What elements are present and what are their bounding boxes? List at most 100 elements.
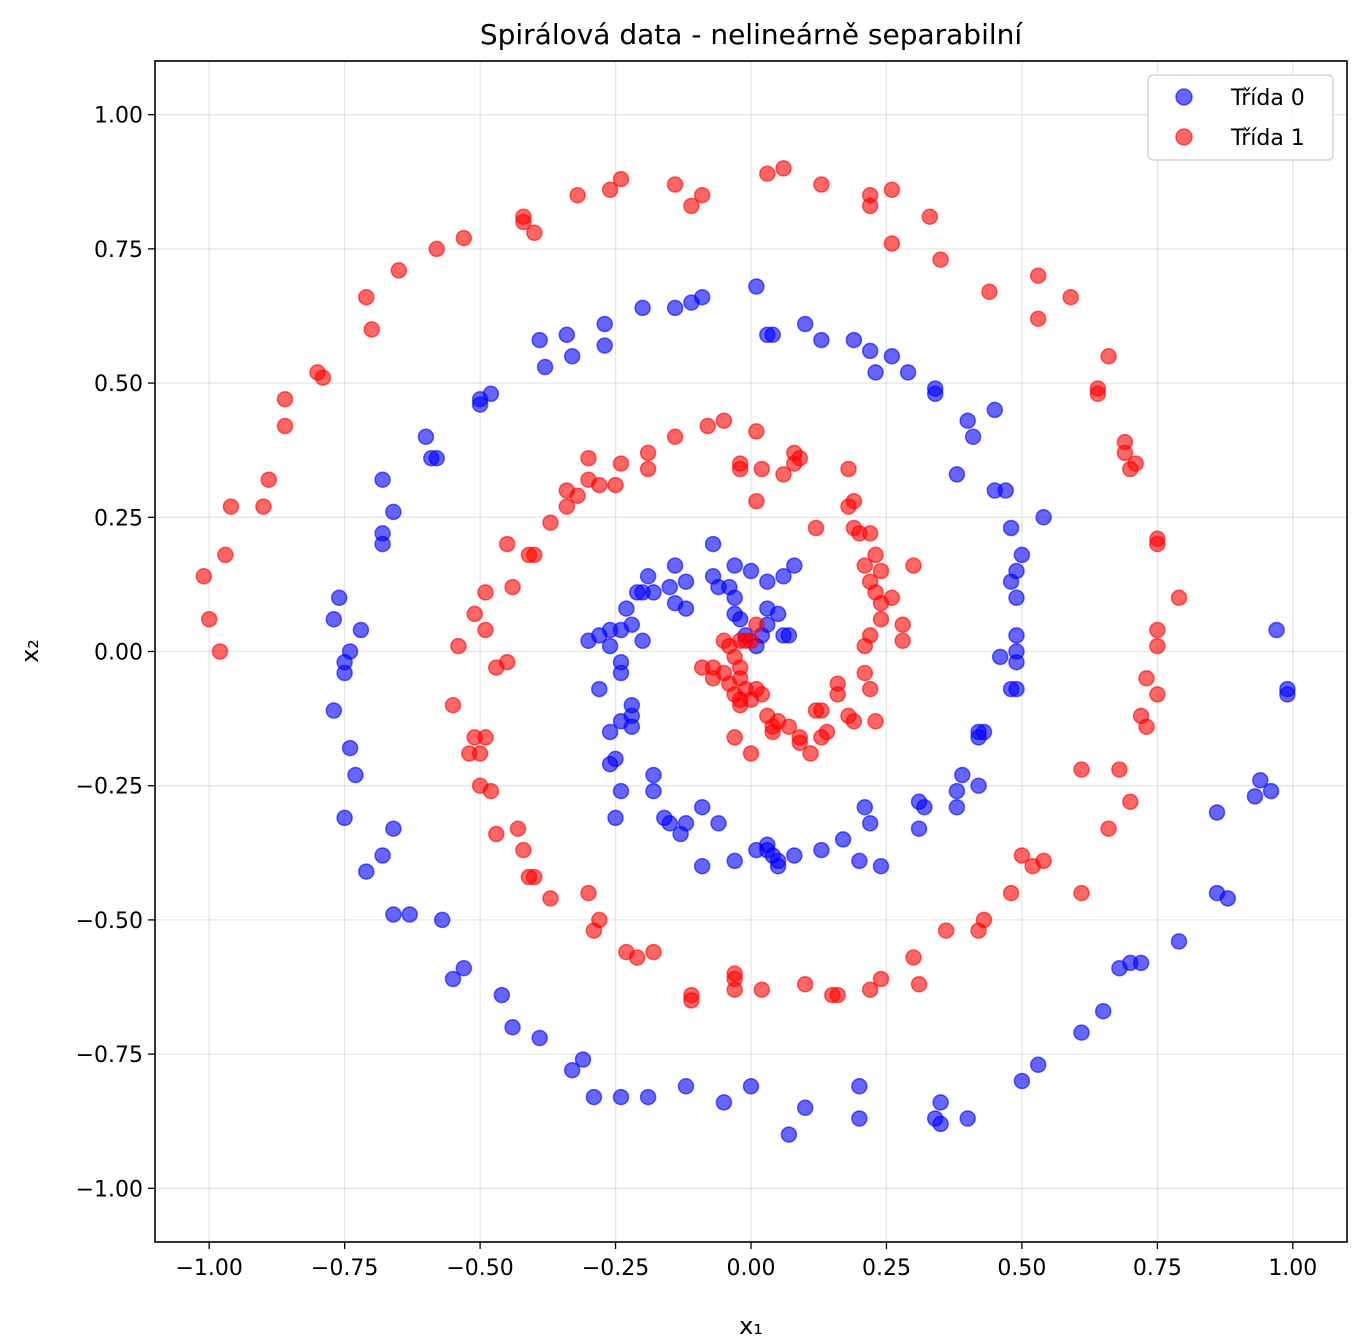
scatter-point-class-1: [628, 949, 646, 966]
scatter-point-class-1: [1116, 433, 1134, 451]
scatter-point-class-0: [780, 1126, 798, 1143]
scatter-point-class-0: [726, 605, 743, 623]
scatter-point-class-0: [748, 278, 765, 295]
scatter-point-class-0: [531, 1029, 548, 1047]
scatter-point-class-0: [558, 326, 576, 344]
x-tick-label: 1.00: [1268, 1256, 1317, 1281]
scatter-point-class-0: [325, 702, 343, 719]
scatter-point-class-0: [585, 1088, 603, 1106]
scatter-point-class-1: [780, 718, 798, 735]
scatter-point-class-0: [948, 466, 966, 483]
scatter-point-class-1: [731, 460, 749, 478]
scatter-point-class-1: [813, 702, 830, 719]
x-tick-label: 0.00: [727, 1256, 776, 1281]
scatter-point-class-1: [1029, 310, 1047, 327]
scatter-point-class-1: [1062, 288, 1079, 306]
scatter-point-class-0: [601, 637, 619, 655]
scatter-point-class-0: [1252, 772, 1269, 789]
scatter-point-class-1: [845, 713, 863, 730]
legend-marker-class-1: [1175, 128, 1193, 146]
scatter-point-class-0: [693, 857, 711, 875]
x-tick-label: 0.75: [1133, 1256, 1182, 1281]
scatter-point-class-1: [542, 514, 559, 531]
y-tick-label: 0.25: [94, 506, 143, 531]
y-tick-label: −0.25: [76, 775, 143, 800]
scatter-point-class-1: [753, 460, 771, 478]
scatter-point-class-1: [867, 713, 884, 730]
scatter-point-class-0: [347, 766, 364, 784]
legend: Třída 0 Třída 1: [1147, 74, 1334, 161]
scatter-point-class-0: [1094, 1002, 1112, 1020]
scatter-point-class-1: [981, 283, 998, 301]
scatter-point-class-1: [764, 723, 781, 741]
scatter-point-class-0: [991, 648, 1009, 666]
x-tick-label: −0.25: [582, 1256, 649, 1281]
scatter-point-class-1: [872, 970, 890, 988]
scatter-point-class-1: [867, 546, 884, 564]
scatter-point-class-1: [829, 986, 846, 1004]
scatter-point-class-1: [477, 621, 494, 639]
scatter-point-class-1: [715, 412, 733, 429]
scatter-point-class-1: [580, 449, 597, 467]
scatter-point-class-1: [1073, 884, 1090, 902]
scatter-point-class-0: [726, 852, 743, 870]
scatter-point-class-1: [1138, 718, 1155, 735]
scatter-point-class-0: [385, 906, 402, 923]
scatter-point-class-1: [921, 208, 939, 225]
scatter-point-class-1: [748, 616, 765, 633]
scatter-point-class-0: [796, 315, 814, 333]
scatter-point-class-1: [428, 240, 445, 258]
scatter-point-class-1: [775, 160, 792, 177]
scatter-point-class-1: [840, 498, 857, 515]
scatter-point-class-1: [748, 423, 765, 440]
scatter-point-class-1: [1149, 621, 1166, 639]
scatter-point-class-1: [1002, 884, 1020, 902]
scatter-point-class-1: [905, 557, 922, 574]
scatter-point-class-0: [591, 680, 608, 698]
scatter-point-class-0: [1008, 589, 1025, 607]
scatter-point-class-0: [704, 535, 722, 553]
scatter-point-class-1: [840, 460, 857, 478]
scatter-point-class-1: [477, 729, 494, 746]
x-tick-label: −0.75: [311, 1256, 378, 1281]
x-tick-label: 0.50: [997, 1256, 1046, 1281]
scatter-point-class-0: [1008, 643, 1025, 660]
scatter-point-class-0: [693, 798, 711, 816]
scatter-point-class-0: [710, 815, 727, 832]
scatter-point-class-1: [358, 288, 375, 306]
scatter-point-class-1: [975, 911, 993, 929]
scatter-point-class-0: [1170, 933, 1188, 950]
scatter-point-class-1: [802, 745, 819, 762]
scatter-point-class-1: [693, 186, 711, 204]
scatter-point-class-0: [580, 632, 597, 650]
scatter-point-class-0: [330, 589, 348, 607]
scatter-point-class-0: [623, 718, 641, 735]
scatter-point-class-1: [861, 573, 879, 590]
scatter-point-class-0: [851, 1110, 868, 1127]
scatter-point-class-0: [872, 857, 890, 875]
scatter-point-class-0: [341, 739, 359, 757]
scatter-point-class-0: [358, 863, 375, 880]
scatter-point-class-0: [563, 348, 581, 365]
scatter-point-class-0: [861, 342, 879, 360]
scatter-point-class-0: [948, 798, 966, 816]
scatter-point-class-1: [742, 745, 760, 762]
scatter-point-class-0: [1279, 680, 1296, 698]
scatter-point-class-1: [861, 186, 879, 204]
scatter-point-class-0: [628, 584, 646, 601]
scatter-point-class-0: [786, 557, 803, 574]
scatter-point-class-0: [759, 573, 776, 590]
scatter-point-class-0: [618, 600, 635, 617]
scatter-point-class-0: [645, 782, 662, 800]
scatter-point-class-0: [612, 782, 630, 800]
scatter-point-class-0: [1013, 546, 1031, 564]
scatter-point-class-0: [683, 294, 700, 311]
scatter-point-class-0: [374, 535, 391, 553]
scatter-point-class-0: [1073, 1024, 1090, 1041]
scatter-point-class-0: [336, 664, 353, 682]
scatter-point-class-1: [1122, 793, 1139, 811]
scatter-point-class-0: [759, 326, 776, 344]
scatter-point-class-1: [731, 696, 749, 714]
scatter-point-class-1: [276, 390, 294, 408]
scatter-point-class-0: [601, 723, 619, 741]
